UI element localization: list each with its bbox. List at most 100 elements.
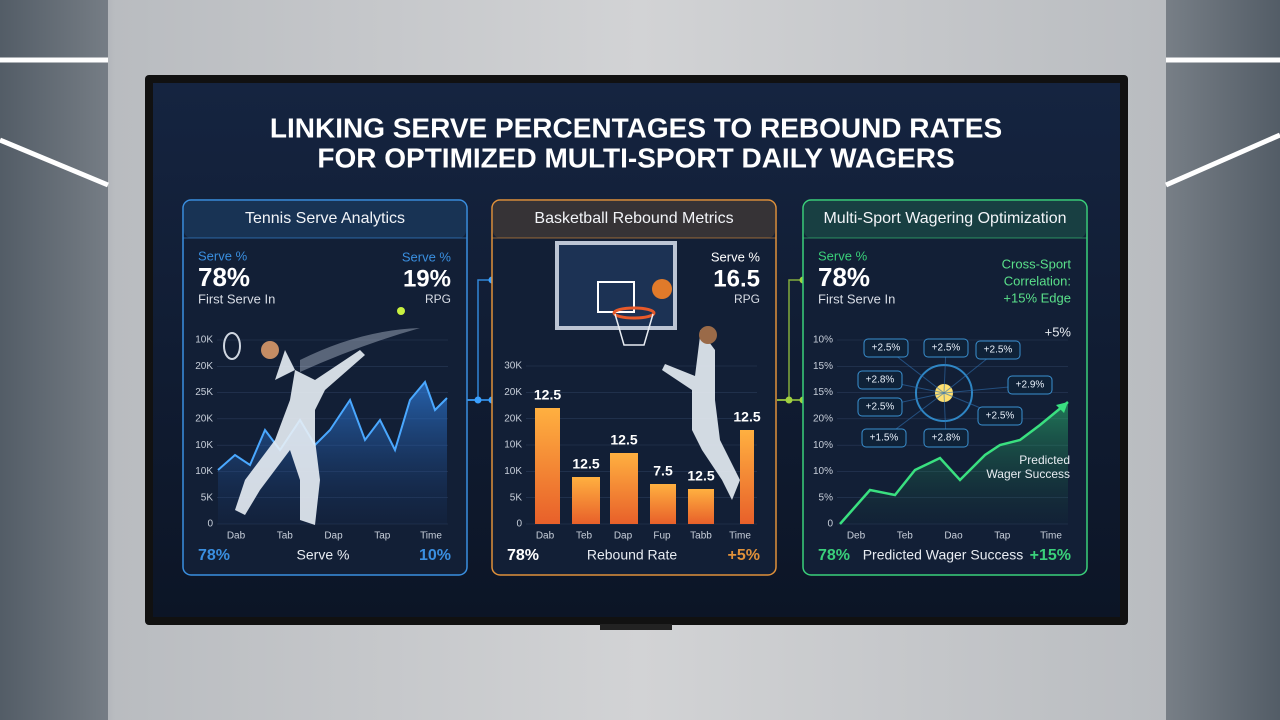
swing-trail	[300, 328, 420, 372]
footer-center: Serve %	[297, 547, 350, 563]
hub-ring	[915, 364, 973, 422]
x-axis-label: Time	[729, 531, 751, 542]
bar-label: 12.5	[733, 409, 760, 425]
stat-caption: First Serve In	[198, 291, 275, 306]
basketball	[652, 279, 672, 299]
y-axis-label: 20K	[504, 387, 522, 398]
stat-caption: RPG	[734, 292, 760, 306]
stat-value: 78%	[198, 262, 250, 292]
x-axis-label: Teb	[576, 531, 593, 542]
x-axis-label: Dao	[944, 531, 963, 542]
x-axis-label: Tap	[994, 531, 1011, 542]
right-window	[1166, 0, 1280, 720]
chip-label: +2.5%	[986, 411, 1015, 422]
bar	[572, 477, 600, 524]
x-axis-label: Dap	[614, 531, 633, 542]
footer-right: +15%	[1030, 547, 1071, 564]
basketball-player	[662, 330, 740, 500]
bar-label: 7.5	[653, 463, 673, 479]
x-axis-label: Tab	[277, 531, 294, 542]
chip	[975, 340, 1021, 360]
bar	[535, 408, 560, 524]
x-axis-label: Dab	[536, 531, 555, 542]
y-axis-label: 25K	[195, 387, 213, 398]
panel-header	[184, 201, 466, 238]
panel-header-text: Tennis Serve Analytics	[245, 210, 405, 227]
y-axis-label: 10%	[813, 335, 833, 346]
title-line: LINKING SERVE PERCENTAGES TO REBOUND RAT…	[270, 112, 1002, 143]
y-axis-label: 10%	[813, 440, 833, 451]
footer-left: 78%	[507, 547, 539, 564]
y-axis-label: 0	[207, 519, 213, 530]
footer-right: +5%	[728, 547, 760, 564]
side-note: Correlation:	[1004, 273, 1071, 288]
bar-label: 12.5	[610, 432, 637, 448]
bar	[740, 430, 754, 524]
chip-label: +2.8%	[932, 433, 961, 444]
ceiling-light	[0, 137, 109, 188]
left-window	[0, 0, 108, 720]
y-axis-label: 15%	[813, 387, 833, 398]
bar-label: 12.5	[572, 456, 599, 472]
panel-header-text: Multi-Sport Wagering Optimization	[823, 210, 1066, 227]
stat-label: Serve %	[818, 248, 868, 263]
footer-left: 78%	[818, 547, 850, 564]
y-axis-label: 0	[827, 519, 833, 530]
x-axis-label: Dab	[227, 531, 246, 542]
chip	[857, 370, 903, 390]
arrow-head	[1056, 402, 1068, 413]
stat-value: 19%	[403, 265, 451, 292]
chip-label: +2.9%	[1016, 380, 1045, 391]
bar-label: 12.5	[534, 387, 561, 403]
hoop	[612, 306, 656, 320]
x-axis-label: Teb	[897, 531, 914, 542]
ceiling-light	[1164, 132, 1280, 188]
bar-label: 12.5	[687, 468, 714, 484]
x-axis-label: Tabb	[690, 531, 712, 542]
chip-label: +2.5%	[984, 345, 1013, 356]
x-axis-label: Time	[420, 531, 442, 542]
stat-value: 16.5	[713, 265, 760, 292]
y-axis-label: 20K	[195, 413, 213, 424]
y-axis-label: 20%	[813, 413, 833, 424]
y-axis-label: 10%	[813, 466, 833, 477]
y-axis-label: 5K	[201, 492, 214, 503]
player-head	[261, 341, 279, 359]
chip-label: +2.5%	[866, 402, 895, 413]
chip-label: +1.5%	[870, 433, 899, 444]
y-axis-label: 20K	[195, 361, 213, 372]
bar	[650, 484, 676, 524]
chart-note: Predicted	[1019, 453, 1070, 467]
chart-note: Wager Success	[986, 467, 1070, 481]
y-axis-label: 10K	[504, 466, 522, 477]
chip	[861, 428, 907, 448]
trend-line	[839, 401, 1069, 525]
bar	[610, 453, 638, 524]
connector-dot	[474, 396, 482, 404]
stat-value: 78%	[818, 262, 870, 292]
racket	[223, 332, 241, 360]
stat-label: Serve %	[402, 249, 452, 264]
chip	[863, 338, 909, 358]
area	[218, 382, 447, 524]
y-axis-label: 10K	[504, 440, 522, 451]
y-axis-label: 30K	[504, 361, 522, 372]
tennis-ball	[397, 307, 405, 315]
y-axis-label: 0	[516, 519, 522, 530]
y-axis-label: 10K	[195, 335, 213, 346]
side-note: Cross-Sport	[1002, 256, 1072, 271]
panel-header	[493, 201, 775, 238]
x-axis-label: Dap	[324, 531, 343, 542]
footer-left: 78%	[198, 547, 230, 564]
y-axis-label: 10K	[195, 440, 213, 451]
y-axis-label: 20K	[504, 413, 522, 424]
y-axis-label: 5K	[510, 492, 523, 503]
dashboard: LINKING SERVE PERCENTAGES TO REBOUND RAT…	[182, 112, 1088, 576]
tv-stand	[600, 624, 672, 630]
chip	[923, 428, 969, 448]
stat-caption: RPG	[425, 292, 451, 306]
tennis-player	[235, 350, 365, 525]
y-axis-label: 10K	[195, 466, 213, 477]
chip	[923, 338, 969, 358]
